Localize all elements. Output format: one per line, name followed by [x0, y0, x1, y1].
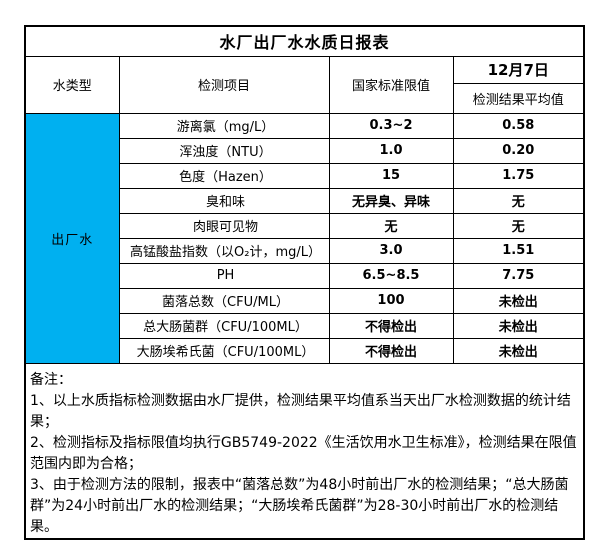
limit-cell: 无异臭、异味 [328, 187, 454, 214]
result-cell: 未检出 [452, 337, 585, 364]
water-quality-table: 水厂出厂水水质日报表 水类型 检测项目 国家标准限值 12月7日 检测结果平均值… [24, 25, 586, 540]
report-page: 水厂出厂水水质日报表 水类型 检测项目 国家标准限值 12月7日 检测结果平均值… [24, 25, 586, 540]
table-row: 出厂水 游离氯（mg/L） 0.3~2 0.58 [24, 112, 585, 364]
header-row: 水类型 检测项目 国家标准限值 12月7日 [24, 55, 585, 114]
limit-cell: 不得检出 [328, 337, 454, 364]
result-cell: 未检出 [452, 312, 585, 339]
table-row: 色度（Hazen） 15 1.75 [25, 162, 585, 189]
table-row: PH 6.5~8.5 7.75 [25, 262, 585, 289]
col-header-standard-limit: 国家标准限值 [328, 55, 454, 114]
table-row: 菌落总数（CFU/ML） 100 未检出 [25, 287, 585, 314]
water-type-cell: 出厂水 [24, 112, 120, 364]
item-cell: 菌落总数（CFU/ML） [118, 287, 330, 314]
limit-cell: 不得检出 [328, 312, 454, 339]
notes-cell: 备注： 1、以上水质指标检测数据由水厂提供，检测结果平均值系当天出厂水检测数据的… [24, 362, 585, 539]
report-title: 水厂出厂水水质日报表 [24, 25, 585, 57]
table-row: 大肠埃希氏菌（CFU/100ML） 不得检出 未检出 [25, 337, 585, 364]
result-cell: 0.20 [452, 137, 585, 164]
table-row: 臭和味 无异臭、异味 无 [25, 187, 585, 214]
limit-cell: 1.0 [328, 137, 454, 164]
note-item-2: 2、检测指标及指标限值均执行GB5749-2022《生活饮用水卫生标准》，检测结… [30, 434, 577, 472]
col-header-result-avg: 检测结果平均值 [452, 82, 585, 114]
col-header-water-type: 水类型 [24, 55, 120, 114]
note-item-3: 3、由于检测方法的限制，报表中“菌落总数”为48小时前出厂水的检测结果；“总大肠… [30, 476, 569, 535]
note-item-1: 1、以上水质指标检测数据由水厂提供，检测结果平均值系当天出厂水检测数据的统计结果… [30, 392, 571, 430]
result-cell: 无 [452, 212, 585, 239]
item-cell: 游离氯（mg/L） [118, 112, 330, 139]
limit-cell: 0.3~2 [328, 112, 454, 139]
result-cell: 未检出 [452, 287, 585, 314]
limit-cell: 100 [328, 287, 454, 314]
limit-cell: 6.5~8.5 [328, 262, 454, 289]
col-header-item: 检测项目 [118, 55, 330, 114]
table-row: 高锰酸盐指数（以O₂计，mg/L） 3.0 1.51 [25, 237, 585, 264]
notes-row: 备注： 1、以上水质指标检测数据由水厂提供，检测结果平均值系当天出厂水检测数据的… [24, 362, 585, 539]
item-cell: 总大肠菌群（CFU/100ML） [118, 312, 330, 339]
limit-cell: 无 [328, 212, 454, 239]
item-cell: 大肠埃希氏菌（CFU/100ML） [118, 337, 330, 364]
limit-cell: 3.0 [328, 237, 454, 264]
result-cell: 1.51 [452, 237, 585, 264]
title-row: 水厂出厂水水质日报表 [24, 25, 585, 57]
item-cell: PH [118, 262, 330, 289]
result-cell: 1.75 [452, 162, 585, 189]
table-row: 浑浊度（NTU） 1.0 0.20 [25, 137, 585, 164]
table-row: 总大肠菌群（CFU/100ML） 不得检出 未检出 [25, 312, 585, 339]
item-cell: 浑浊度（NTU） [118, 137, 330, 164]
result-cell: 0.58 [452, 112, 585, 139]
table-row: 肉眼可见物 无 无 [25, 212, 585, 239]
result-cell: 7.75 [452, 262, 585, 289]
result-cell: 无 [452, 187, 585, 214]
notes-label: 备注： [30, 371, 72, 388]
header-subrow: 检测结果平均值 [25, 82, 585, 114]
col-header-date: 12月7日 [452, 55, 585, 84]
item-cell: 臭和味 [118, 187, 330, 214]
item-cell: 肉眼可见物 [118, 212, 330, 239]
item-cell: 高锰酸盐指数（以O₂计，mg/L） [118, 237, 330, 264]
item-cell: 色度（Hazen） [118, 162, 330, 189]
limit-cell: 15 [328, 162, 454, 189]
